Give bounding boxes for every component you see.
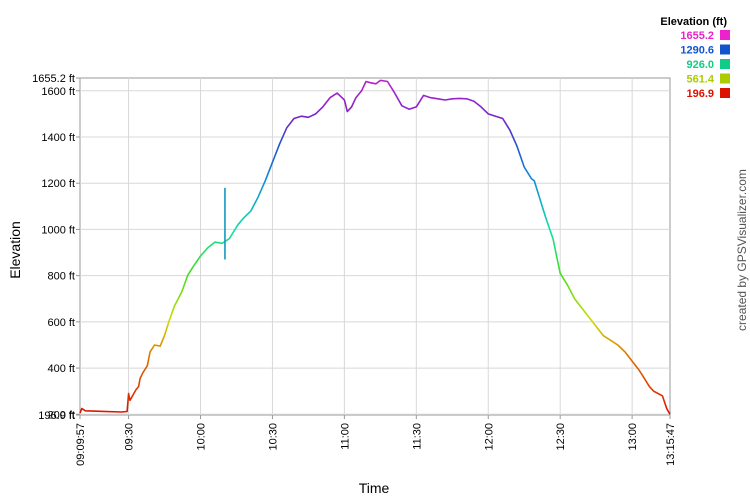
elevation-series-line	[79, 79, 671, 415]
legend: Elevation (ft) 1655.2 1290.6 926.0 561.4 196…	[660, 16, 730, 100]
legend-title: Elevation (ft)	[660, 16, 727, 28]
x-axis-title: Time	[359, 480, 390, 496]
y-tick-label: 196.9 ft	[38, 410, 75, 422]
legend-swatch	[720, 88, 730, 98]
y-tick-label: 200 ft	[47, 409, 75, 421]
legend-value: 926.0	[686, 59, 714, 71]
x-tick-label: 11:30	[411, 423, 423, 450]
x-tick-label: 09:30	[124, 423, 136, 451]
legend-swatch	[720, 44, 730, 55]
grid	[80, 78, 670, 415]
x-tick-label: 12:00	[483, 423, 495, 451]
x-tick-label: 09:09:57	[75, 423, 87, 466]
y-tick-label: 1000 ft	[41, 224, 75, 236]
x-tick-label: 13:00	[627, 423, 639, 451]
x-axis-ticks: 09:09:57 09:30 10:00 10:30 11:00 11:30 12:00 12…	[75, 415, 677, 466]
legend-swatch	[720, 73, 730, 84]
y-tick-label: 600 ft	[47, 317, 75, 329]
legend-swatch	[720, 30, 730, 40]
plot-frame	[79, 77, 671, 416]
x-tick-label: 10:00	[196, 423, 208, 451]
credit-text: created by GPSVisualizer.com	[735, 169, 749, 331]
y-tick-label: 1600 ft	[41, 86, 75, 98]
x-tick-label: 11:00	[339, 423, 351, 450]
y-tick-label: 1655.2 ft	[32, 73, 75, 85]
y-tick-label: 800 ft	[47, 271, 75, 283]
legend-value: 1655.2	[680, 30, 714, 42]
y-tick-label: 400 ft	[47, 363, 75, 375]
x-tick-label: 12:30	[555, 423, 567, 451]
x-tick-label: 13:15:47	[665, 423, 677, 466]
legend-value: 196.9	[686, 88, 714, 100]
y-tick-label: 1200 ft	[41, 178, 75, 190]
x-tick-label: 10:30	[267, 423, 279, 451]
y-tick-label: 1400 ft	[41, 132, 75, 144]
legend-entries: 1655.2 1290.6 926.0 561.4 196.9	[680, 30, 730, 100]
legend-swatch	[720, 59, 730, 69]
legend-value: 1290.6	[680, 45, 714, 57]
y-axis-title: Elevation	[7, 221, 23, 279]
legend-value: 561.4	[686, 74, 714, 86]
